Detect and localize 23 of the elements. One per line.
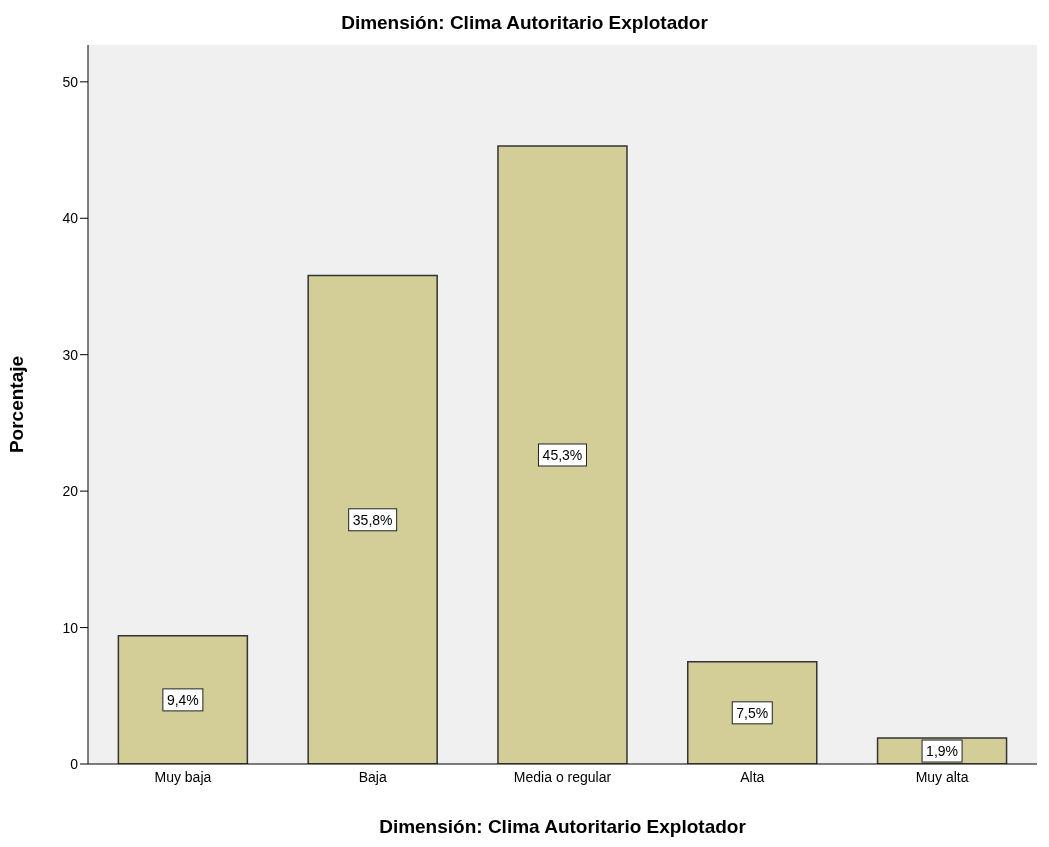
data-label: 35,8% <box>352 511 393 528</box>
bar <box>497 145 628 764</box>
x-axis-title: Dimensión: Clima Autoritario Explotador <box>379 816 747 837</box>
data-label: 45,3% <box>542 446 583 463</box>
data-label: 7,5% <box>736 704 769 721</box>
y-tick-label: 30 <box>62 346 79 363</box>
y-tick-label: 0 <box>70 755 79 772</box>
y-axis-title: Porcentaje <box>5 355 27 454</box>
bar <box>687 660 818 764</box>
x-tick-label: Muy alta <box>915 768 969 785</box>
x-tick-label: Muy baja <box>154 768 212 785</box>
y-tick-label: 50 <box>62 73 79 90</box>
data-label: 1,9% <box>926 743 959 760</box>
x-tick-label: Media o regular <box>513 768 612 785</box>
x-tick-label: Alta <box>740 768 765 785</box>
bar <box>117 635 249 764</box>
y-tick-label: 20 <box>62 483 79 500</box>
x-tick-label: Baja <box>358 768 387 785</box>
y-tick-label: 40 <box>62 210 79 227</box>
chart-title: Dimensión: Clima Autoritario Explotador <box>340 11 709 35</box>
bar <box>307 274 438 764</box>
y-tick-label: 10 <box>62 619 79 636</box>
data-label: 9,4% <box>166 691 199 708</box>
